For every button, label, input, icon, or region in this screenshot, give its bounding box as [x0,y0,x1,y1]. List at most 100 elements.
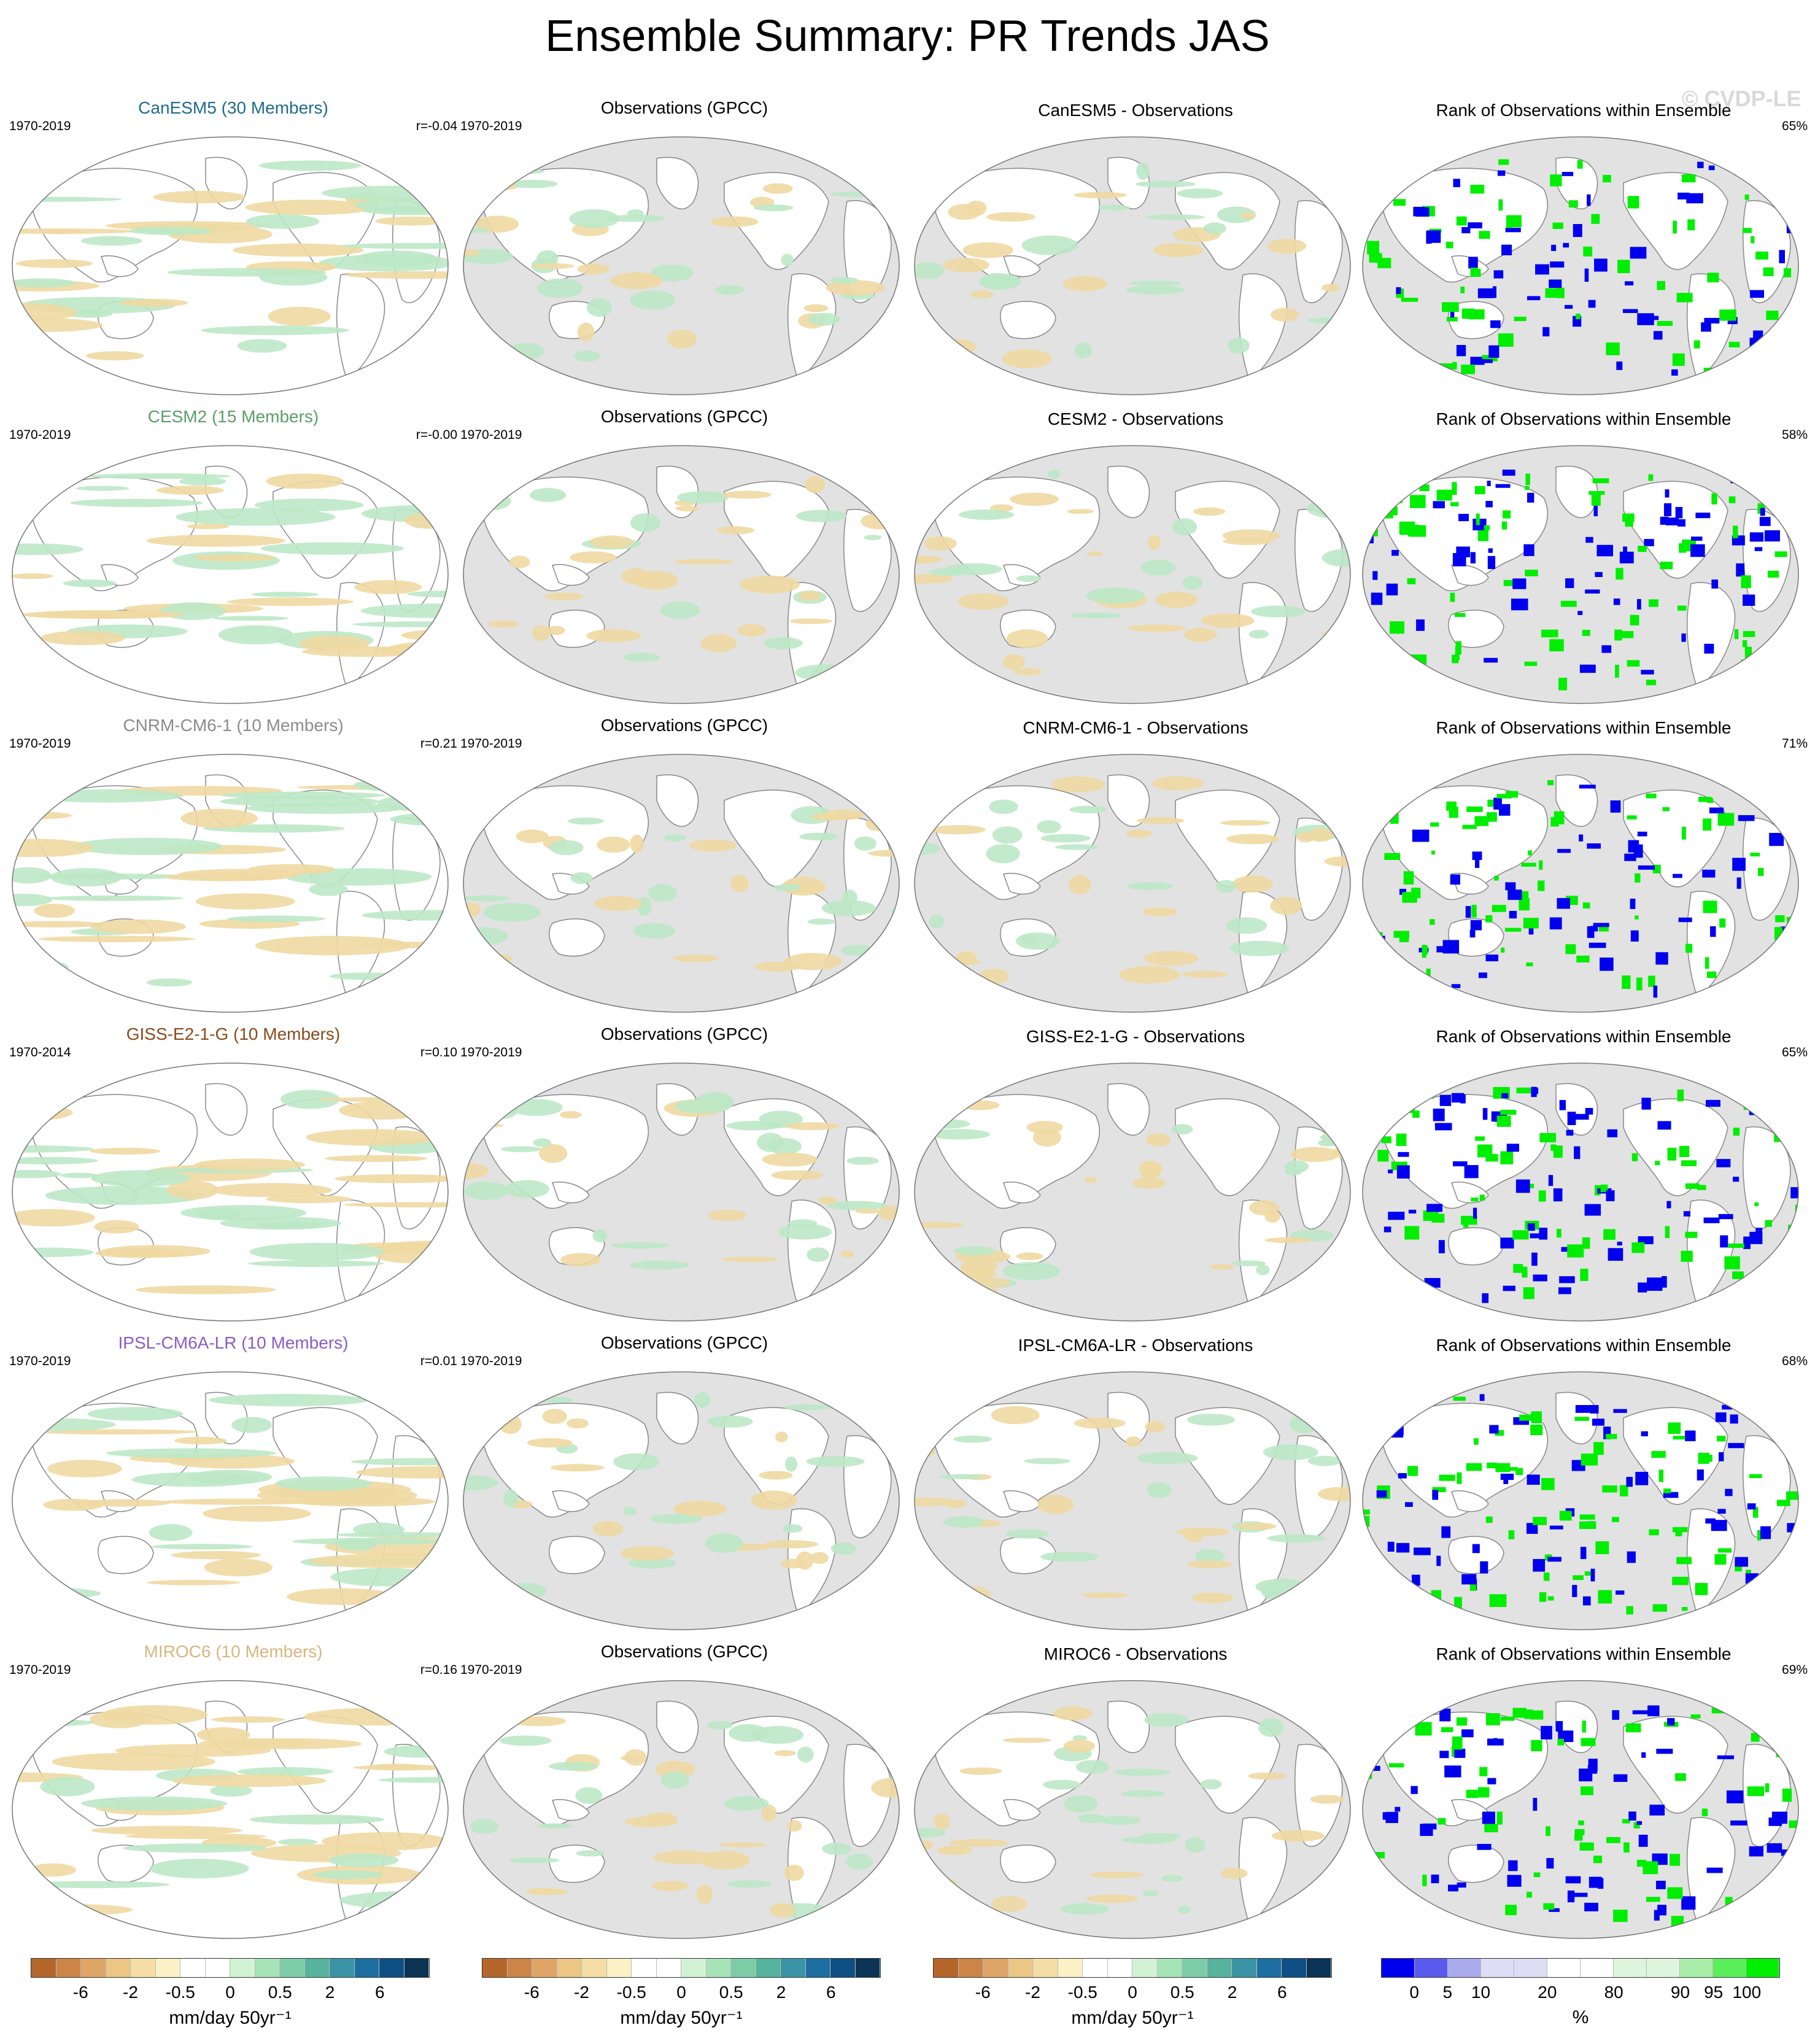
colorbar-swatch [1256,1959,1282,1977]
trend-patch [81,1796,227,1811]
trend-patch [1324,856,1350,867]
rank-cell [1747,472,1765,482]
trend-patch [463,1902,487,1910]
rank-cell [1789,1820,1798,1829]
rank-cell [1522,1266,1528,1278]
trend-patch [275,1476,372,1491]
rank-cell [1773,1705,1785,1719]
rank-cell [1591,494,1601,506]
panel-title: MIROC6 - Observations [1043,1644,1228,1663]
rank-cell [1761,1105,1772,1112]
rank-cell [1531,1252,1538,1266]
rank-cell [1461,308,1475,319]
continent-outline [552,564,590,586]
rank-cell [1397,351,1409,357]
rank-cell [1479,1194,1485,1201]
trend-patch [60,1172,99,1179]
rank-cell [1616,361,1623,370]
trend-patch [992,826,1023,844]
rank-cell [1738,815,1755,821]
rank-cell [1523,544,1534,556]
trend-patch [664,834,687,842]
trend-patch [798,590,821,601]
trend-patch [568,817,604,825]
trend-patch [871,1262,899,1271]
rank-cell [1745,1573,1759,1584]
continent-outline [1238,273,1288,381]
rank-cell [1495,1430,1504,1436]
map-border [463,754,900,1013]
rank-cell [1533,1558,1546,1572]
trend-patch [328,1853,399,1867]
trend-patch [1248,1772,1287,1780]
rank-cell [1446,801,1457,810]
trend-patch [227,915,325,923]
trend-patch [1070,613,1122,619]
rank-cell [1363,1509,1370,1515]
colorbar-ticks: 0 5 10 20 80 90 95 100 [1381,1983,1780,2002]
rank-cell [1431,1874,1439,1884]
trend-patch [146,535,285,547]
rank-cell [1456,216,1467,226]
colorbar-tick-label: 2 [325,1983,335,2002]
panel-title: IPSL-CM6A-LR (10 Members) [118,1333,349,1352]
colorbar-unit: % [1572,2007,1589,2027]
trend-patch [1006,629,1048,648]
panel-title: Observations (GPCC) [600,716,768,735]
trend-patch [157,486,224,495]
rank-cell [1770,1590,1778,1598]
trend-patch [1228,337,1250,354]
rank-cell [1744,194,1749,200]
colorbar-tick-label: 6 [826,1983,836,2002]
trend-patch [1144,951,1199,966]
trend-patch [287,1588,397,1605]
rank-cell [1576,955,1590,963]
rank-cell [1490,320,1501,328]
rank-cell [1581,1738,1596,1746]
trend-patch [12,1156,98,1165]
colorbar-swatch [1514,1959,1547,1977]
rank-cell [1546,1826,1550,1837]
rank-cell [1406,1282,1423,1289]
rank-cell [1747,1503,1756,1510]
trend-patch [716,526,755,535]
trend-patch [868,645,899,651]
rank-cell [1622,1819,1630,1824]
trend-patch [12,196,123,202]
rank-cell [1730,1414,1738,1424]
map-border [12,445,449,704]
trend-patch [986,212,1035,222]
trend-patch [91,1170,190,1187]
trend-patch [27,610,171,619]
rank-map [1362,1063,1799,1322]
rank-percent: 71% [1781,737,1808,751]
period-label: 1970-2019 [460,737,522,751]
obs-map [463,1680,900,1939]
trend-patch [509,556,530,568]
trend-patch [613,1453,660,1471]
rank-cell [1545,288,1562,298]
rank-cell [1462,824,1477,829]
trend-patch [123,1843,267,1853]
rank-cell [1373,1121,1389,1131]
trend-patch [1184,1528,1204,1543]
trend-patch [40,1776,95,1797]
model-panel-0: CanESM5 (30 Members) 1970-2019 r=-0.04 [9,98,457,399]
rank-cell [1528,924,1534,935]
colorbar-swatch [1182,1959,1207,1977]
period-label: 1970-2019 [460,119,522,133]
rank-cell [1533,1517,1547,1525]
rank-cell [1732,857,1746,871]
continent-outline [1107,1083,1150,1136]
rank-cell [1387,1541,1395,1552]
colorbar-swatch [482,1959,508,1977]
trend-patch [101,1705,208,1725]
rank-cell [1590,1568,1595,1582]
rank-cell [1794,367,1798,374]
trend-patch [211,1716,285,1723]
trend-patch [201,325,349,335]
trend-patch [1051,776,1105,792]
rank-cell [1638,546,1647,552]
rank-cell [1482,1293,1489,1303]
rank-map [1362,1371,1799,1630]
